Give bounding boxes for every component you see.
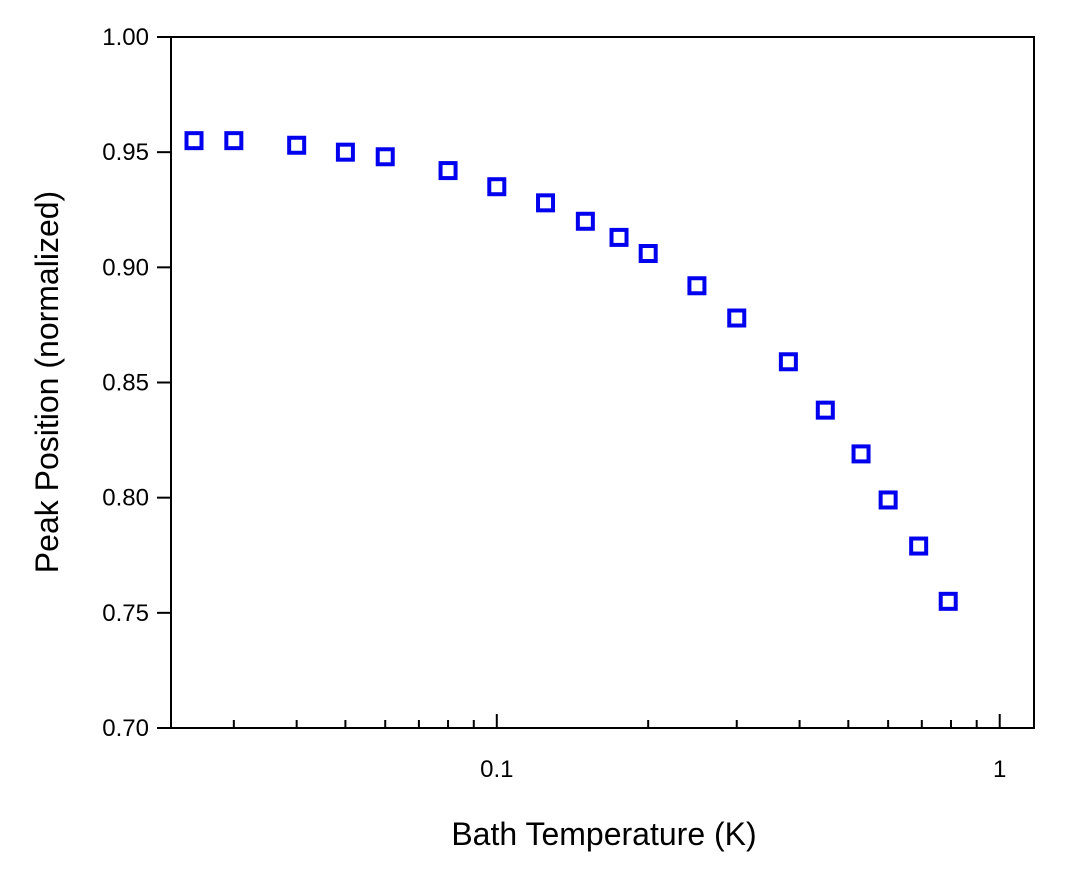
data-point	[224, 131, 244, 151]
data-point	[938, 591, 958, 611]
y-tick-label: 0.75	[102, 600, 149, 627]
data-point	[878, 490, 898, 510]
x-axis-title: Bath Temperature (K)	[451, 816, 756, 852]
y-tick-label: 0.70	[102, 715, 149, 742]
plot-area-border	[170, 36, 1035, 729]
data-point	[638, 244, 658, 264]
y-tick-label: 0.80	[102, 485, 149, 512]
y-axis-title: Peak Position (normalized)	[29, 191, 65, 573]
data-point	[851, 444, 871, 464]
data-point	[335, 142, 355, 162]
data-point	[778, 352, 798, 372]
data-point	[287, 135, 307, 155]
data-points	[184, 131, 958, 611]
data-point	[536, 193, 556, 213]
plot-frame	[170, 36, 1035, 729]
x-tick-label: 0.1	[480, 756, 513, 783]
data-point	[575, 211, 595, 231]
y-tick-label: 0.95	[102, 139, 149, 166]
y-tick-label: 0.85	[102, 370, 149, 397]
data-point	[375, 147, 395, 167]
y-axis-ticks: 0.70 0.75 0.80 0.85 0.90 0.95 1.00	[102, 24, 171, 742]
data-point	[815, 400, 835, 420]
x-axis-ticks: 0.1 1	[232, 714, 1006, 783]
data-point	[609, 227, 629, 247]
data-point	[687, 276, 707, 296]
y-tick-label: 0.90	[102, 254, 149, 281]
data-point	[438, 161, 458, 181]
data-point	[909, 536, 929, 556]
data-point	[727, 308, 747, 328]
x-tick-label: 1	[993, 756, 1006, 783]
y-tick-label: 1.00	[102, 24, 149, 51]
data-point	[487, 177, 507, 197]
data-point	[184, 131, 204, 151]
